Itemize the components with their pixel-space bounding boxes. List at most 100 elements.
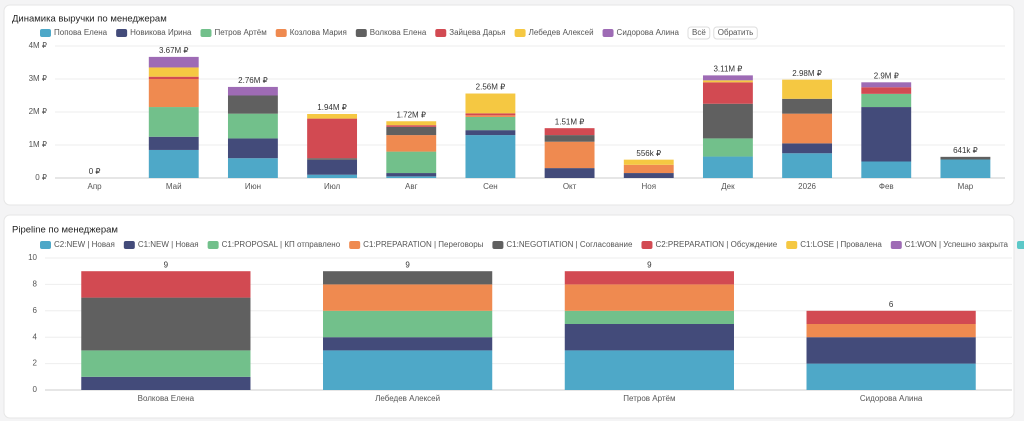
bar-segment xyxy=(564,324,734,351)
bar-segment xyxy=(702,103,753,139)
y-tick-label: 0 ₽ xyxy=(35,173,47,182)
total-label: 2.9M ₽ xyxy=(874,71,899,80)
legend-label[interactable]: Петров Артём xyxy=(215,28,267,37)
legend-label[interactable]: C2:PREPARATION | Обсуждение xyxy=(655,240,777,249)
x-tick-label: Ноя xyxy=(641,182,656,191)
legend-swatch[interactable] xyxy=(207,241,219,249)
bar-segment xyxy=(861,87,912,94)
bar-segment xyxy=(806,363,976,390)
bar-segment xyxy=(148,136,199,150)
bar-segment xyxy=(148,76,199,79)
legend-swatch[interactable] xyxy=(40,29,51,37)
bar-segment xyxy=(544,128,595,136)
legend-button[interactable]: Всё xyxy=(692,28,706,37)
bar-segment xyxy=(623,159,674,165)
legend-swatch[interactable] xyxy=(116,29,128,37)
x-tick-label: Дек xyxy=(721,182,735,191)
bar-segment xyxy=(386,151,437,174)
legend-swatch[interactable] xyxy=(40,241,51,249)
legend-label[interactable]: Волкова Елена xyxy=(370,28,427,37)
x-tick-label: Петров Артём xyxy=(623,394,675,403)
bar-segment xyxy=(702,75,753,81)
bar-segment xyxy=(148,79,199,108)
x-tick-label: Апр xyxy=(88,182,103,191)
bar-segment xyxy=(323,284,493,311)
legend-label[interactable]: Новикова Ирина xyxy=(130,28,192,37)
legend-label[interactable]: Козлова Мария xyxy=(290,28,347,37)
bar-segment xyxy=(861,82,912,88)
bar-segment xyxy=(386,173,437,177)
legend-swatch[interactable] xyxy=(514,29,526,37)
bar-segment xyxy=(148,149,199,178)
bar-segment xyxy=(940,156,991,160)
x-tick-label: Лебедев Алексей xyxy=(375,394,440,403)
bar-segment xyxy=(307,158,358,160)
y-tick-label: 2M ₽ xyxy=(29,107,47,116)
legend-swatch[interactable] xyxy=(786,241,798,249)
legend-swatch[interactable] xyxy=(355,29,367,37)
legend-swatch[interactable] xyxy=(641,241,653,249)
y-tick-label: 8 xyxy=(33,280,38,289)
bar-segment xyxy=(386,121,437,126)
bar-segment xyxy=(564,271,734,285)
x-tick-label: Авг xyxy=(405,182,418,191)
bar-segment xyxy=(227,95,278,114)
bar-segment xyxy=(307,174,358,178)
x-tick-label: Окт xyxy=(563,182,577,191)
legend-label[interactable]: C1:NEGOTIATION | Согласование xyxy=(506,240,633,249)
bar-segment xyxy=(227,113,278,139)
bar-segment xyxy=(465,93,516,114)
legend-label[interactable]: C1:LOSE | Провалена xyxy=(800,240,882,249)
bar-segment xyxy=(702,82,753,104)
legend-swatch[interactable] xyxy=(435,29,447,37)
legend-label[interactable]: Зайцева Дарья xyxy=(449,28,505,37)
bar-segment xyxy=(323,350,493,390)
total-label: 556k ₽ xyxy=(636,149,661,158)
bar-segment xyxy=(861,107,912,162)
total-label: 1.94M ₽ xyxy=(317,103,347,112)
bar-segment xyxy=(623,173,674,178)
bar-segment xyxy=(544,141,595,169)
legend-label[interactable]: C2:NEW | Новая xyxy=(54,240,115,249)
legend-swatch[interactable] xyxy=(602,29,614,37)
bar-segment xyxy=(806,337,976,364)
x-tick-label: Июл xyxy=(324,182,341,191)
legend-label[interactable]: Сидорова Алина xyxy=(617,28,680,37)
legend-swatch[interactable] xyxy=(123,241,135,249)
legend-swatch[interactable] xyxy=(492,241,504,249)
bar-segment xyxy=(465,116,516,131)
total-label: 9 xyxy=(647,260,652,269)
bar-segment xyxy=(323,310,493,338)
legend-button[interactable]: Обратить xyxy=(718,28,754,37)
legend-label[interactable]: C1:PREPARATION | Переговоры xyxy=(363,240,483,249)
total-label: 9 xyxy=(164,260,169,269)
x-tick-label: Май xyxy=(166,182,182,191)
bar-segment xyxy=(307,159,358,175)
total-label: 6 xyxy=(889,300,894,309)
legend-swatch[interactable] xyxy=(275,29,287,37)
legend-button-frame[interactable] xyxy=(713,26,758,40)
bar-segment xyxy=(148,56,199,68)
bar-segment xyxy=(81,376,251,390)
total-label: 3.67M ₽ xyxy=(159,46,189,55)
legend-label[interactable]: Попова Елена xyxy=(54,28,108,37)
legend-label[interactable]: Лебедев Алексей xyxy=(529,28,594,37)
bar-segment xyxy=(782,153,833,178)
legend-label[interactable]: C1:NEW | Новая xyxy=(138,240,199,249)
total-label: 2.76M ₽ xyxy=(238,76,268,85)
legend-swatch[interactable] xyxy=(200,29,212,37)
legend-swatch[interactable] xyxy=(1016,241,1024,249)
legend-swatch[interactable] xyxy=(890,241,902,249)
bar-segment xyxy=(227,86,278,96)
bar-segment xyxy=(940,159,991,178)
x-tick-label: Июн xyxy=(245,182,261,191)
legend-label[interactable]: C1:PROPOSAL | КП отправлено xyxy=(222,240,341,249)
legend-button-frame[interactable] xyxy=(687,26,711,40)
legend-swatch[interactable] xyxy=(349,241,361,249)
bar-segment xyxy=(782,98,833,114)
total-label: 9 xyxy=(405,260,410,269)
legend-label[interactable]: C1:WON | Успешно закрыта xyxy=(905,240,1009,249)
bar-segment xyxy=(702,80,753,83)
x-tick-label: Волкова Елена xyxy=(138,394,195,403)
